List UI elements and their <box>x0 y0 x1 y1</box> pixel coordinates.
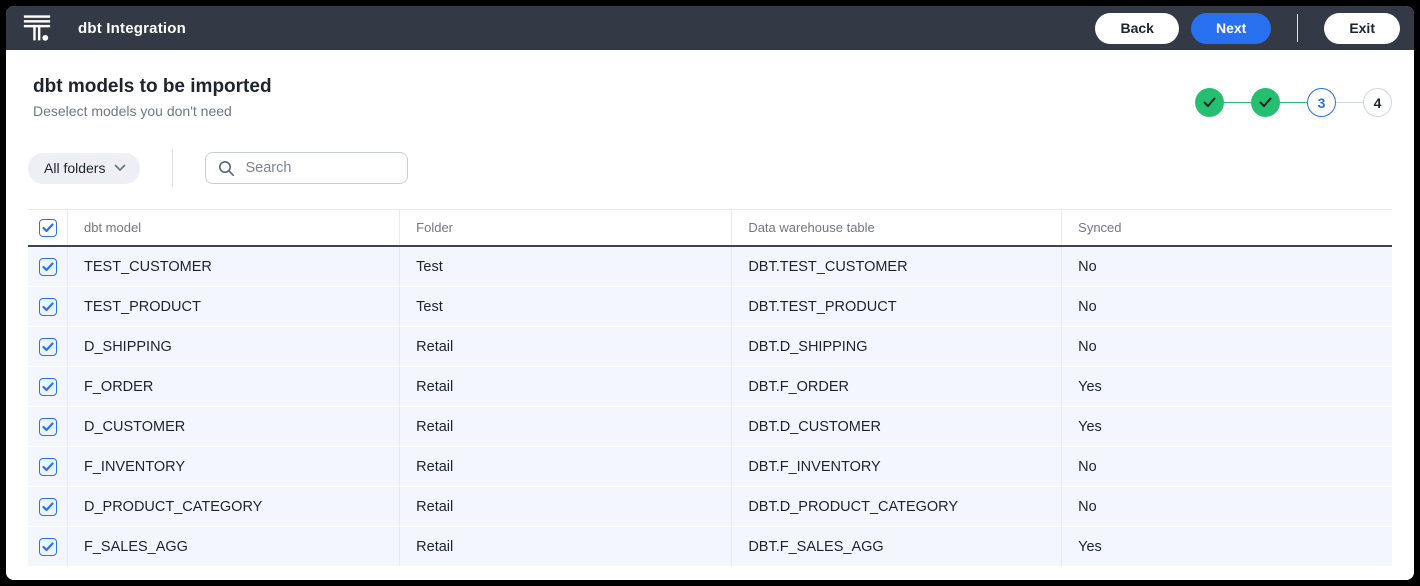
row-checkbox[interactable] <box>38 537 57 556</box>
row-checkbox[interactable] <box>38 457 57 476</box>
row-checkbox[interactable] <box>38 337 57 356</box>
column-header-dbt-model: dbt model <box>68 210 401 245</box>
row-checkbox[interactable] <box>38 497 57 516</box>
cell-dbt-model: F_ORDER <box>68 367 401 406</box>
exit-button[interactable]: Exit <box>1324 12 1400 44</box>
step-connector <box>1336 101 1363 104</box>
step-1-complete[interactable] <box>1195 88 1224 117</box>
row-checkbox[interactable] <box>38 417 57 436</box>
cell-folder: Test <box>400 287 733 326</box>
folder-filter-label: All folders <box>44 160 106 176</box>
cell-dbt-model: F_INVENTORY <box>68 447 401 486</box>
top-bar: dbt Integration Back Next Exit <box>6 6 1414 50</box>
cell-warehouse-table: DBT.F_INVENTORY <box>732 447 1063 486</box>
cell-dbt-model: TEST_PRODUCT <box>68 287 401 326</box>
back-button[interactable]: Back <box>1095 12 1179 44</box>
dbt-integration-window: dbt Integration Back Next Exit dbt model… <box>6 6 1414 580</box>
table-row[interactable]: F_INVENTORY Retail DBT.F_INVENTORY No <box>28 447 1392 487</box>
cell-synced: No <box>1078 338 1097 355</box>
cell-folder: Retail <box>400 447 733 486</box>
folder-filter-dropdown[interactable]: All folders <box>28 152 141 184</box>
cell-warehouse-table: DBT.TEST_CUSTOMER <box>732 247 1063 286</box>
cell-synced: Yes <box>1078 378 1102 395</box>
topbar-divider <box>1297 14 1299 42</box>
cell-folder: Test <box>400 247 733 286</box>
cell-synced: Yes <box>1078 538 1102 555</box>
step-4[interactable]: 4 <box>1363 88 1392 117</box>
search-icon <box>219 160 235 176</box>
table-row[interactable]: D_PRODUCT_CATEGORY Retail DBT.D_PRODUCT_… <box>28 487 1392 527</box>
search-input[interactable] <box>245 160 398 176</box>
cell-dbt-model: D_PRODUCT_CATEGORY <box>68 487 401 526</box>
cell-warehouse-table: DBT.F_SALES_AGG <box>732 527 1063 566</box>
cell-synced: No <box>1078 458 1097 475</box>
cell-warehouse-table: DBT.TEST_PRODUCT <box>732 287 1063 326</box>
cell-folder: Retail <box>400 327 733 366</box>
check-icon <box>1259 97 1272 107</box>
cell-synced: No <box>1078 298 1097 315</box>
filter-divider <box>172 149 174 187</box>
cell-dbt-model: F_SALES_AGG <box>68 527 401 566</box>
step-connector <box>1280 101 1307 104</box>
cell-warehouse-table: DBT.F_ORDER <box>732 367 1063 406</box>
cell-dbt-model: D_CUSTOMER <box>68 407 401 446</box>
table-row[interactable]: D_SHIPPING Retail DBT.D_SHIPPING No <box>28 327 1392 367</box>
cell-synced: Yes <box>1078 418 1102 435</box>
row-checkbox[interactable] <box>38 297 57 316</box>
cell-folder: Retail <box>400 407 733 446</box>
cell-dbt-model: D_SHIPPING <box>68 327 401 366</box>
table-row[interactable]: TEST_PRODUCT Test DBT.TEST_PRODUCT No <box>28 287 1392 327</box>
app-title: dbt Integration <box>78 19 186 37</box>
cell-synced: No <box>1078 498 1097 515</box>
cell-folder: Retail <box>400 367 733 406</box>
table-header-row: dbt model Folder Data warehouse table Sy… <box>28 209 1392 247</box>
column-header-synced: Synced <box>1078 220 1122 235</box>
page-title: dbt models to be imported <box>33 76 272 97</box>
table-row[interactable]: F_ORDER Retail DBT.F_ORDER Yes <box>28 367 1392 407</box>
select-all-checkbox[interactable] <box>38 218 57 237</box>
thoughtspot-logo-icon <box>23 15 51 41</box>
check-icon <box>1203 97 1216 107</box>
step-connector <box>1224 101 1251 104</box>
search-box[interactable] <box>205 152 409 184</box>
cell-warehouse-table: DBT.D_CUSTOMER <box>732 407 1063 446</box>
column-header-folder: Folder <box>400 210 733 245</box>
models-table: dbt model Folder Data warehouse table Sy… <box>28 209 1392 567</box>
column-header-warehouse-table: Data warehouse table <box>732 210 1063 245</box>
table-row[interactable]: D_CUSTOMER Retail DBT.D_CUSTOMER Yes <box>28 407 1392 447</box>
cell-warehouse-table: DBT.D_PRODUCT_CATEGORY <box>732 487 1063 526</box>
table-row[interactable]: TEST_CUSTOMER Test DBT.TEST_CUSTOMER No <box>28 247 1392 287</box>
step-2-complete[interactable] <box>1251 88 1280 117</box>
step-3[interactable]: 3 <box>1307 88 1336 117</box>
content-area: dbt models to be imported Deselect model… <box>6 50 1414 580</box>
cell-dbt-model: TEST_CUSTOMER <box>68 247 401 286</box>
row-checkbox[interactable] <box>38 257 57 276</box>
table-body: TEST_CUSTOMER Test DBT.TEST_CUSTOMER No … <box>28 247 1392 567</box>
next-button[interactable]: Next <box>1190 12 1272 44</box>
chevron-down-icon <box>115 164 126 171</box>
cell-folder: Retail <box>400 487 733 526</box>
cell-folder: Retail <box>400 527 733 566</box>
row-checkbox[interactable] <box>38 377 57 396</box>
page-subtitle: Deselect models you don't need <box>33 103 232 119</box>
cell-warehouse-table: DBT.D_SHIPPING <box>732 327 1063 366</box>
cell-synced: No <box>1078 258 1097 275</box>
table-row[interactable]: F_SALES_AGG Retail DBT.F_SALES_AGG Yes <box>28 527 1392 567</box>
